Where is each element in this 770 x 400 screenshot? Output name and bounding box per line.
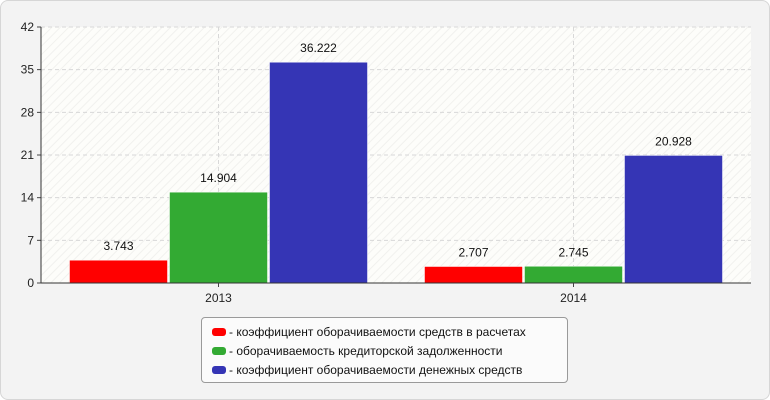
legend-label: - коэффициент оборачиваемости денежных с… [229, 362, 523, 377]
data-label: 3.743 [103, 239, 133, 253]
x-tick-label: 2014 [560, 291, 587, 305]
legend-swatch [212, 346, 226, 355]
legend-swatch [212, 365, 226, 374]
data-label: 14.904 [200, 171, 237, 185]
x-tick-label: 2013 [205, 291, 232, 305]
legend-swatch [212, 327, 226, 336]
data-label: 2.707 [458, 246, 488, 260]
y-tick-label: 35 [21, 63, 35, 77]
legend: - коэффициент оборачиваемости средств в … [201, 317, 568, 383]
legend-label: - коэффициент оборачиваемости средств в … [229, 324, 526, 339]
y-tick-label: 21 [21, 148, 35, 162]
bar-2014-series-2 [524, 266, 623, 284]
data-label: 2.745 [558, 245, 588, 259]
data-label: 36.222 [300, 41, 337, 55]
y-tick-label: 42 [21, 20, 35, 34]
legend-item: - коэффициент оборачиваемости средств в … [212, 322, 567, 341]
y-tick-label: 28 [21, 105, 35, 119]
bar-2014-series-3 [624, 155, 723, 284]
bar-2013-series-3 [269, 61, 368, 284]
data-label: 20.928 [655, 134, 692, 148]
legend-label: - оборачиваемость кредиторской задолженн… [229, 343, 503, 358]
y-tick-label: 14 [21, 191, 35, 205]
bar-2013-series-1 [69, 259, 168, 284]
legend-item: - оборачиваемость кредиторской задолженн… [212, 341, 567, 360]
bar-2014-series-1 [424, 266, 523, 284]
bar-2013-series-2 [169, 191, 268, 284]
y-tick-label: 0 [27, 276, 34, 290]
y-tick-label: 7 [27, 233, 34, 247]
legend-item: - коэффициент оборачиваемости денежных с… [212, 360, 567, 379]
